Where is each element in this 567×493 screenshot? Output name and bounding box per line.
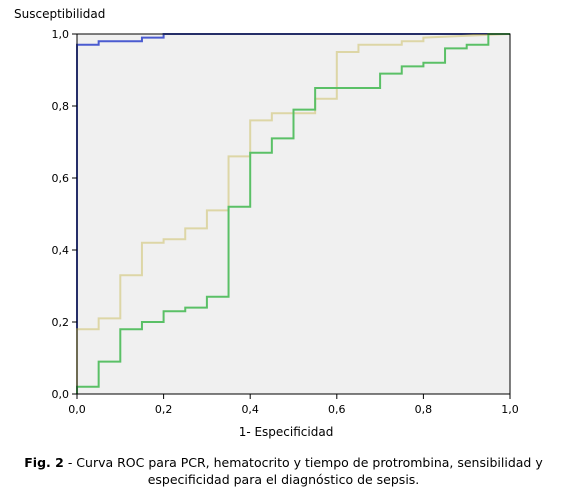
- plot-frame: [76, 33, 511, 395]
- plot-area: [77, 34, 510, 394]
- series-layer: [76, 33, 511, 394]
- x-tick-label: 0,8: [415, 403, 433, 416]
- roc-curve-2: [76, 33, 511, 394]
- y-tick-label: 1,0: [52, 28, 70, 41]
- x-tick-label: 1,0: [501, 403, 519, 416]
- x-axis-title: 1- Especificidad: [239, 425, 334, 439]
- roc-curve-1: [76, 33, 510, 394]
- y-tick-label: 0,4: [52, 244, 70, 257]
- roc-chart: Susceptibilidad 0,0 0,2 0,4 0,6 0,8 1,0 0,0 0,2…: [14, 7, 519, 439]
- y-axis-title: Susceptibilidad: [14, 7, 105, 21]
- x-tick-label: 0,0: [68, 403, 86, 416]
- y-tick-label: 0,2: [52, 316, 70, 329]
- y-tick-label: 0,6: [52, 172, 70, 185]
- caption-label: Fig. 2: [24, 455, 64, 470]
- x-tick-label: 0,4: [241, 403, 259, 416]
- y-tick-label: 0,8: [52, 100, 70, 113]
- ticks-layer: 0,0 0,2 0,4 0,6 0,8 1,0 0,0 0,2 0,4 0,6 0,8 1,0: [52, 28, 519, 416]
- roc-curve-3: [76, 33, 510, 394]
- x-tick-label: 0,2: [155, 403, 173, 416]
- caption-text: - Curva ROC para PCR, hematocrito y tiem…: [63, 455, 543, 487]
- figure-caption: Fig. 2 - Curva ROC para PCR, hematocrito…: [0, 454, 567, 488]
- x-tick-label: 0,6: [328, 403, 346, 416]
- y-tick-label: 0,0: [52, 388, 70, 401]
